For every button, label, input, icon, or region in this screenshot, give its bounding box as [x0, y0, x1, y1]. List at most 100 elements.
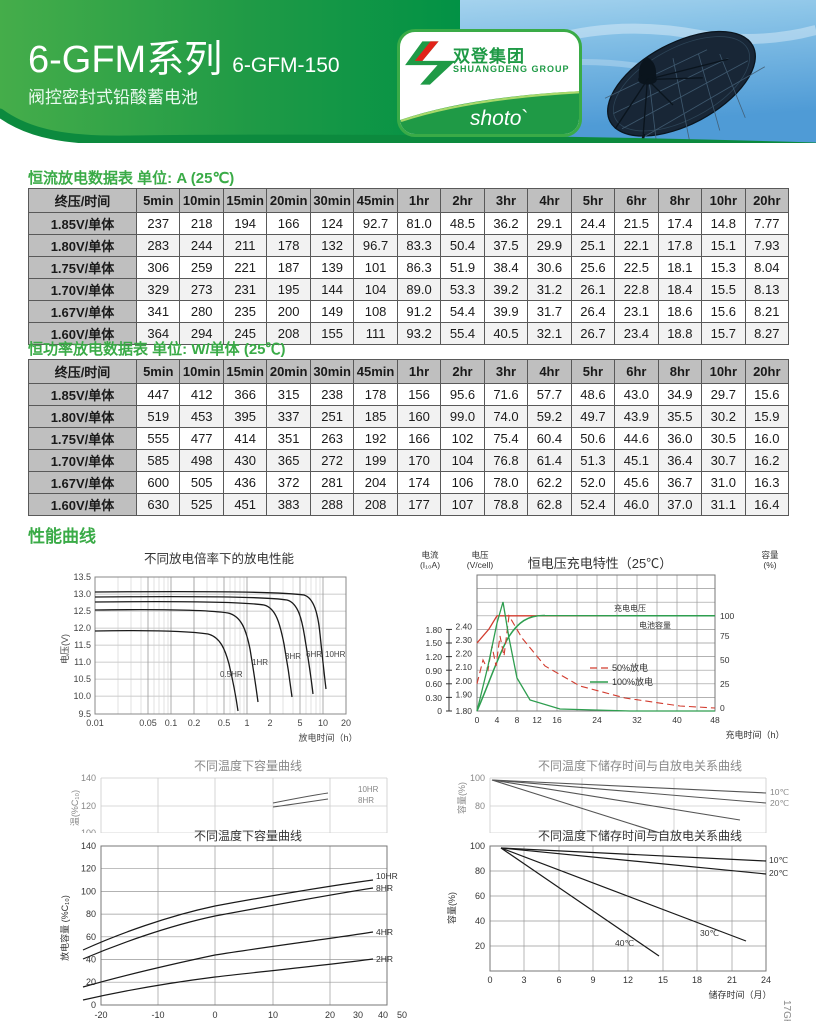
svg-text:30: 30: [353, 1010, 363, 1020]
svg-text:10℃: 10℃: [770, 787, 789, 797]
svg-text:15: 15: [658, 975, 668, 985]
svg-text:0.5: 0.5: [218, 718, 231, 728]
svg-text:容量: 容量: [761, 550, 779, 560]
svg-text:温(%C₁₀): 温(%C₁₀): [70, 790, 80, 826]
svg-text:不同温度下储存时间与自放电关系曲线: 不同温度下储存时间与自放电关系曲线: [538, 828, 742, 843]
svg-text:12.0: 12.0: [73, 623, 91, 633]
svg-text:20℃: 20℃: [770, 798, 789, 808]
svg-text:20℃: 20℃: [769, 868, 788, 878]
svg-text:20: 20: [475, 941, 485, 951]
svg-text:2.10: 2.10: [455, 662, 472, 672]
svg-text:不同温度下容量曲线: 不同温度下容量曲线: [194, 828, 302, 843]
svg-text:10HR: 10HR: [358, 785, 379, 794]
svg-text:11.0: 11.0: [74, 657, 91, 667]
svg-text:充电电压: 充电电压: [614, 603, 646, 613]
svg-text:0: 0: [437, 706, 442, 716]
svg-text:10: 10: [268, 1010, 278, 1020]
svg-text:1.50: 1.50: [425, 638, 442, 648]
svg-text:1HR: 1HR: [252, 658, 268, 667]
svg-text:0.5HR: 0.5HR: [220, 670, 243, 679]
svg-text:60: 60: [86, 932, 96, 942]
svg-text:8HR: 8HR: [358, 796, 374, 805]
svg-text:1.20: 1.20: [425, 652, 442, 662]
svg-text:1: 1: [244, 718, 249, 728]
svg-text:100: 100: [720, 611, 734, 621]
svg-text:120: 120: [81, 864, 96, 874]
svg-text:4HR: 4HR: [376, 927, 393, 937]
svg-text:3: 3: [521, 975, 526, 985]
svg-text:8HR: 8HR: [376, 883, 393, 893]
svg-text:75: 75: [720, 631, 730, 641]
svg-text:1.90: 1.90: [455, 689, 472, 699]
svg-text:24: 24: [592, 715, 602, 725]
svg-text:2.40: 2.40: [455, 621, 472, 631]
svg-text:2: 2: [267, 718, 272, 728]
svg-text:储存时间（月）: 储存时间（月）: [708, 989, 771, 1000]
svg-text:60: 60: [475, 891, 485, 901]
svg-text:0.01: 0.01: [86, 718, 104, 728]
svg-text:0: 0: [91, 1000, 96, 1010]
svg-text:0.1: 0.1: [165, 718, 178, 728]
svg-text:放电容量 (%C₁₀): 放电容量 (%C₁₀): [59, 895, 70, 961]
svg-text:1.80: 1.80: [455, 706, 472, 716]
svg-text:100: 100: [81, 886, 96, 896]
svg-text:80: 80: [86, 909, 96, 919]
svg-text:21: 21: [727, 975, 737, 985]
svg-text:10HR: 10HR: [325, 650, 346, 659]
svg-text:6HR: 6HR: [306, 650, 322, 659]
svg-text:40: 40: [672, 715, 682, 725]
svg-text:2.00: 2.00: [455, 676, 472, 686]
svg-text:-10: -10: [151, 1010, 164, 1020]
svg-text:10.5: 10.5: [73, 674, 91, 684]
svg-text:电压: 电压: [471, 550, 489, 560]
svg-text:32: 32: [632, 715, 642, 725]
svg-text:10.0: 10.0: [73, 691, 91, 701]
svg-text:-20: -20: [94, 1010, 107, 1020]
svg-text:0.05: 0.05: [139, 718, 157, 728]
svg-text:不同温度下容量曲线: 不同温度下容量曲线: [194, 758, 302, 773]
svg-text:0.60: 0.60: [425, 679, 442, 689]
svg-text:40: 40: [475, 916, 485, 926]
svg-text:20: 20: [325, 1010, 335, 1020]
svg-text:100%放电: 100%放电: [612, 676, 653, 687]
svg-text:3HR: 3HR: [285, 652, 301, 661]
svg-text:16: 16: [552, 715, 562, 725]
svg-text:0: 0: [212, 1010, 217, 1020]
svg-text:8: 8: [515, 715, 520, 725]
svg-text:18: 18: [692, 975, 702, 985]
svg-text:(%): (%): [763, 560, 776, 570]
svg-text:5: 5: [297, 718, 302, 728]
svg-text:140: 140: [81, 841, 96, 851]
svg-text:12: 12: [532, 715, 542, 725]
svg-text:48: 48: [710, 715, 720, 725]
svg-text:0.30: 0.30: [425, 693, 442, 703]
svg-text:13.0: 13.0: [73, 589, 91, 599]
svg-text:12.5: 12.5: [73, 606, 91, 616]
svg-text:10HR: 10HR: [376, 871, 398, 881]
svg-text:不同温度下储存时间与自放电关系曲线: 不同温度下储存时间与自放电关系曲线: [538, 758, 742, 773]
svg-text:140: 140: [81, 773, 96, 783]
svg-text:电池容量: 电池容量: [639, 620, 671, 630]
svg-text:50: 50: [720, 655, 730, 665]
svg-text:恒电压充电特性（25℃）: 恒电压充电特性（25℃）: [528, 556, 672, 571]
svg-text:0.90: 0.90: [425, 666, 442, 676]
svg-text:100: 100: [470, 841, 485, 851]
svg-text:24: 24: [761, 975, 771, 985]
svg-text:充电时间（h）: 充电时间（h）: [725, 729, 784, 740]
svg-text:13.5: 13.5: [73, 572, 91, 582]
svg-text:80: 80: [475, 866, 485, 876]
svg-text:40℃: 40℃: [615, 938, 634, 948]
svg-text:10℃: 10℃: [769, 855, 788, 865]
svg-text:容量(%): 容量(%): [456, 782, 467, 814]
svg-text:100: 100: [470, 773, 485, 783]
svg-text:25: 25: [720, 679, 730, 689]
svg-text:(V/cell): (V/cell): [467, 560, 494, 570]
svg-text:2HR: 2HR: [376, 954, 393, 964]
svg-text:2.20: 2.20: [455, 649, 472, 659]
svg-text:50%放电: 50%放电: [612, 662, 648, 673]
svg-text:10: 10: [318, 718, 328, 728]
svg-text:(I₁₀A): (I₁₀A): [420, 560, 440, 570]
svg-text:12: 12: [623, 975, 633, 985]
svg-text:4: 4: [495, 715, 500, 725]
svg-text:40: 40: [378, 1010, 388, 1020]
